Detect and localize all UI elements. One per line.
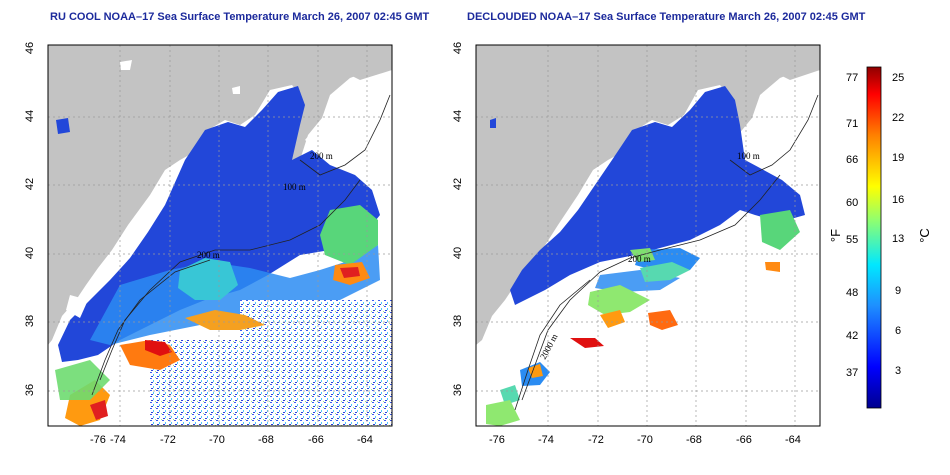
left-xtick: -66: [308, 434, 324, 446]
colorbar-f-tick: 42: [846, 330, 859, 342]
colorbar-f-tick: 55: [846, 234, 859, 246]
colorbar-c-tick: 9: [895, 285, 902, 297]
colorbar-f-unit: °F: [828, 228, 844, 243]
right-cold-water: [510, 86, 805, 305]
colorbar-c-tick: 6: [895, 325, 902, 337]
right-ytick: 40: [452, 246, 465, 260]
left-xtick: -76: [90, 434, 106, 446]
left-ytick: 46: [24, 41, 37, 55]
left-ytick: 38: [24, 314, 37, 328]
right-ytick: 46: [452, 41, 465, 55]
left-ytick: 40: [24, 246, 37, 260]
right-nova-scotia: [735, 70, 820, 180]
right-ytick: 42: [452, 177, 465, 191]
left-map: [47, 44, 393, 427]
colorbar-f-tick: 48: [846, 287, 859, 299]
right-ytick: 36: [452, 383, 465, 397]
right-ytick: 44: [452, 109, 465, 123]
colorbar-c-tick: 13: [892, 233, 905, 245]
colorbar-c-unit: °C: [916, 228, 932, 243]
left-ytick: 36: [24, 383, 37, 397]
right-xtick: -70: [637, 434, 653, 446]
left-xtick: -70: [209, 434, 225, 446]
left-contour-label-3: 100 m: [283, 182, 306, 192]
left-contour-label-2: 200 m: [310, 151, 333, 161]
colorbar-c-tick: 25: [892, 72, 905, 84]
colorbar-f-tick: 77: [846, 72, 859, 84]
right-xtick: -74: [538, 434, 554, 446]
left-xtick: -64: [357, 434, 373, 446]
right-contour-label-3: 100 m: [737, 151, 760, 161]
colorbar-f-tick: 66: [846, 154, 859, 166]
left-land: [48, 45, 392, 345]
colorbar-f-tick: 60: [846, 197, 859, 209]
right-map-title: DECLOUDED NOAA–17 Sea Surface Temperatur…: [467, 11, 866, 23]
colorbar-f-tick: 37: [846, 367, 859, 379]
colorbar-c-tick: 19: [892, 152, 905, 164]
left-map-title: RU COOL NOAA–17 Sea Surface Temperature …: [50, 11, 430, 23]
left-contour-label-1: 200 m: [197, 250, 220, 260]
right-xtick: -72: [588, 434, 604, 446]
right-map: [475, 44, 821, 427]
colorbar-c-tick: 22: [892, 112, 905, 124]
left-xtick: -68: [258, 434, 274, 446]
right-xtick: -66: [736, 434, 752, 446]
colorbar-c-tick: 16: [892, 194, 905, 206]
right-xtick: -64: [785, 434, 801, 446]
right-ytick: 38: [452, 314, 465, 328]
left-xtick: -72: [160, 434, 176, 446]
colorbar: [866, 66, 882, 409]
left-ytick: 42: [24, 177, 37, 191]
right-contour-label-2: 200 m: [628, 254, 651, 264]
right-xtick: -68: [686, 434, 702, 446]
colorbar-f-tick: 71: [846, 118, 859, 130]
left-nova-scotia: [305, 70, 392, 180]
colorbar-c-tick: 3: [895, 365, 902, 377]
left-ytick: 44: [24, 109, 37, 123]
right-xtick: -76: [489, 434, 505, 446]
left-xtick: -74: [110, 434, 126, 446]
